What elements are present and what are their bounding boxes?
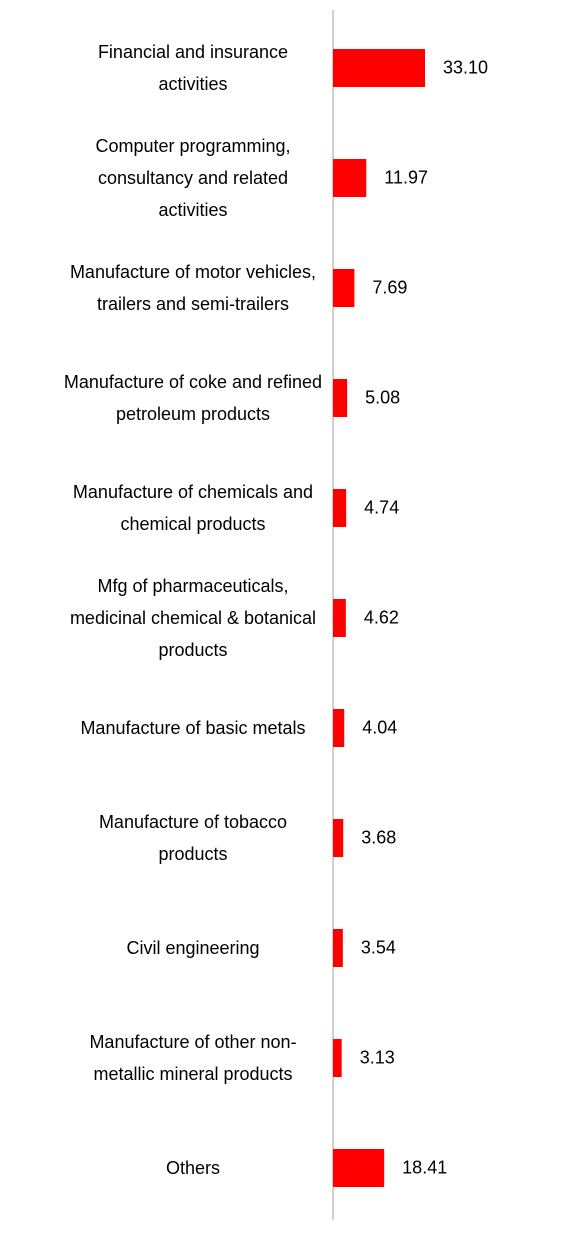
bar xyxy=(333,599,346,637)
category-label: Manufacture of other non-metallic minera… xyxy=(89,1032,297,1084)
category-label: Financial and insurance activities xyxy=(97,42,289,94)
value-label: 5.08 xyxy=(365,387,401,408)
bar xyxy=(333,489,347,527)
value-label: 3.54 xyxy=(360,937,396,958)
category-label: Mfg of pharmaceuticals, medicinal chemic… xyxy=(69,576,317,660)
bar xyxy=(333,709,345,747)
bar xyxy=(333,269,355,307)
bar xyxy=(333,49,426,87)
bar xyxy=(333,159,367,197)
category-label: Computer programming, consultancy and re… xyxy=(95,136,291,220)
value-label: 3.68 xyxy=(361,827,397,848)
bar xyxy=(333,929,343,967)
bar xyxy=(333,1149,385,1187)
category-label: Civil engineering xyxy=(126,938,260,958)
value-label: 18.41 xyxy=(402,1157,448,1178)
bar xyxy=(333,1039,342,1077)
category-label: Manufacture of motor vehicles, trailers … xyxy=(69,262,317,314)
value-label: 4.62 xyxy=(363,607,399,628)
bar xyxy=(333,819,344,857)
bar xyxy=(333,379,348,417)
value-label: 4.04 xyxy=(362,717,398,738)
value-label: 3.13 xyxy=(359,1047,395,1068)
value-label: 33.10 xyxy=(443,57,489,78)
category-label: Manufacture of basic metals xyxy=(80,718,306,738)
category-label: Others xyxy=(165,1158,221,1178)
value-label: 4.74 xyxy=(364,497,400,518)
category-label: Manufacture of tobacco products xyxy=(98,812,288,864)
value-label: 7.69 xyxy=(372,277,408,298)
value-label: 11.97 xyxy=(384,167,428,188)
category-label: Manufacture of coke and refined petroleu… xyxy=(63,372,323,424)
category-label: Manufacture of chemicals and chemical pr… xyxy=(72,482,314,534)
